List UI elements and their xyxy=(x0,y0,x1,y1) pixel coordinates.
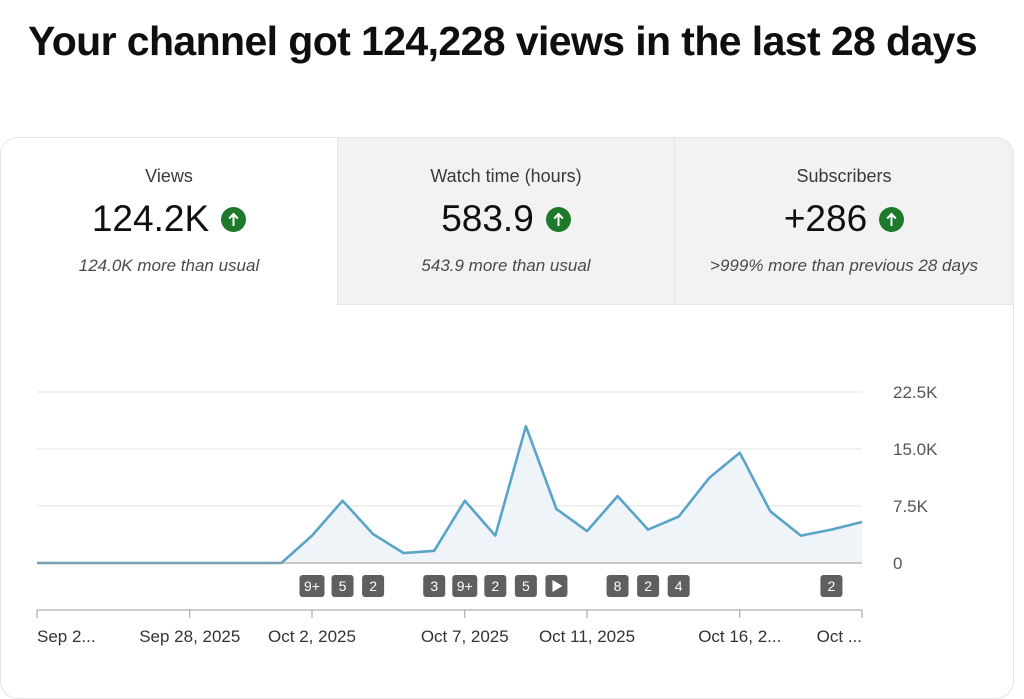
data-point[interactable] xyxy=(309,533,315,539)
data-point[interactable] xyxy=(95,560,101,566)
content-marker[interactable]: 2 xyxy=(484,575,507,597)
data-point[interactable] xyxy=(370,531,376,537)
data-point[interactable] xyxy=(65,560,71,566)
tab-subscribers-value: +286 xyxy=(783,198,868,239)
marker-label: 2 xyxy=(828,578,836,594)
x-axis-ticks: Sep 2... Sep 28, 2025 Oct 2, 2025 Oct 7, 20… xyxy=(36,610,863,646)
marker-label: 4 xyxy=(675,578,683,594)
x-tick-label: Oct 16, 2... xyxy=(698,627,781,646)
views-area-fill xyxy=(37,426,862,563)
content-marker[interactable]: 5 xyxy=(514,575,537,597)
marker-label: 5 xyxy=(339,578,347,594)
x-tick-label: Sep 2... xyxy=(37,627,96,646)
data-point[interactable] xyxy=(187,560,193,566)
metric-tabs: Views 124.2K 124.0K more than usual Watc… xyxy=(1,138,1013,305)
analytics-card: Views 124.2K 124.0K more than usual Watc… xyxy=(0,137,1014,699)
marker-label: 2 xyxy=(491,578,499,594)
data-point[interactable] xyxy=(126,560,132,566)
tab-watch-time[interactable]: Watch time (hours) 583.9 543.9 more than… xyxy=(337,138,674,305)
x-tick-label: Oct 7, 2025 xyxy=(421,627,509,646)
data-point[interactable] xyxy=(278,560,284,566)
content-markers: 9+ 5 2 3 9+ 2 5 8 2 4 2 xyxy=(34,423,865,597)
data-point[interactable] xyxy=(340,498,346,504)
tab-watch-time-value-row: 583.9 xyxy=(338,198,674,240)
data-point[interactable] xyxy=(859,519,865,525)
x-tick-label: Oct ... xyxy=(817,627,862,646)
arrow-up-icon xyxy=(545,206,571,232)
x-tick-label: Sep 28, 2025 xyxy=(139,627,240,646)
data-point[interactable] xyxy=(553,506,559,512)
marker-label: 2 xyxy=(644,578,652,594)
data-point[interactable] xyxy=(645,527,651,533)
page-title: Your channel got 124,228 views in the la… xyxy=(28,18,978,64)
tab-watch-time-comparison: 543.9 more than usual xyxy=(421,256,591,275)
y-tick-label: 0 xyxy=(893,554,902,573)
tab-views-label: Views xyxy=(145,166,193,186)
data-point[interactable] xyxy=(248,560,254,566)
marker-label: 9+ xyxy=(304,578,320,594)
data-point[interactable] xyxy=(217,560,223,566)
data-point[interactable] xyxy=(737,450,743,456)
marker-label: 2 xyxy=(369,578,377,594)
tab-views-comparison: 124.0K more than usual xyxy=(78,256,260,275)
arrow-up-icon xyxy=(221,206,247,232)
data-point[interactable] xyxy=(523,423,529,429)
video-marker[interactable] xyxy=(545,575,568,597)
data-point[interactable] xyxy=(584,528,590,534)
content-marker[interactable]: 3 xyxy=(423,575,446,597)
content-marker[interactable]: 5 xyxy=(331,575,354,597)
marker-label: 3 xyxy=(430,578,438,594)
tab-watch-time-value: 583.9 xyxy=(441,198,534,239)
content-marker[interactable]: 2 xyxy=(637,575,660,597)
data-point[interactable] xyxy=(462,498,468,504)
tab-views-value-row: 124.2K xyxy=(1,198,337,240)
tab-subscribers-comparison: >999% more than previous 28 days xyxy=(710,256,978,275)
tab-subscribers-value-row: +286 xyxy=(675,198,1013,240)
data-point[interactable] xyxy=(706,475,712,481)
tab-views[interactable]: Views 124.2K 124.0K more than usual xyxy=(1,138,337,305)
y-tick-label: 15.0K xyxy=(893,440,938,459)
tab-subscribers[interactable]: Subscribers +286 >999% more than previou… xyxy=(674,138,1013,305)
data-point[interactable] xyxy=(676,514,682,520)
tab-views-value: 124.2K xyxy=(91,198,210,239)
x-tick-label: Oct 2, 2025 xyxy=(268,627,356,646)
y-tick-label: 22.5K xyxy=(893,383,938,402)
data-point[interactable] xyxy=(156,560,162,566)
data-point[interactable] xyxy=(431,548,437,554)
data-point[interactable] xyxy=(34,560,40,566)
tab-subscribers-label: Subscribers xyxy=(796,166,892,186)
data-point[interactable] xyxy=(828,527,834,533)
marker-label: 5 xyxy=(522,578,530,594)
marker-label: 8 xyxy=(614,578,622,594)
content-marker[interactable]: 8 xyxy=(606,575,629,597)
content-marker[interactable]: 9+ xyxy=(452,575,478,597)
data-point[interactable] xyxy=(492,533,498,539)
tab-watch-time-label: Watch time (hours) xyxy=(430,166,582,186)
y-axis-ticks: 0 7.5K 15.0K 22.5K xyxy=(893,383,938,573)
marker-label: 9+ xyxy=(457,578,473,594)
data-point[interactable] xyxy=(798,533,804,539)
arrow-up-icon xyxy=(879,206,905,232)
y-tick-label: 7.5K xyxy=(893,497,929,516)
play-icon xyxy=(552,580,563,592)
content-marker[interactable]: 4 xyxy=(667,575,690,597)
data-point[interactable] xyxy=(615,493,621,499)
content-marker[interactable]: 9+ xyxy=(299,575,325,597)
content-marker[interactable]: 2 xyxy=(362,575,385,597)
data-point[interactable] xyxy=(401,550,407,556)
x-tick-label: Oct 11, 2025 xyxy=(539,627,635,646)
data-point[interactable] xyxy=(767,508,773,514)
content-marker[interactable]: 2 xyxy=(820,575,843,597)
